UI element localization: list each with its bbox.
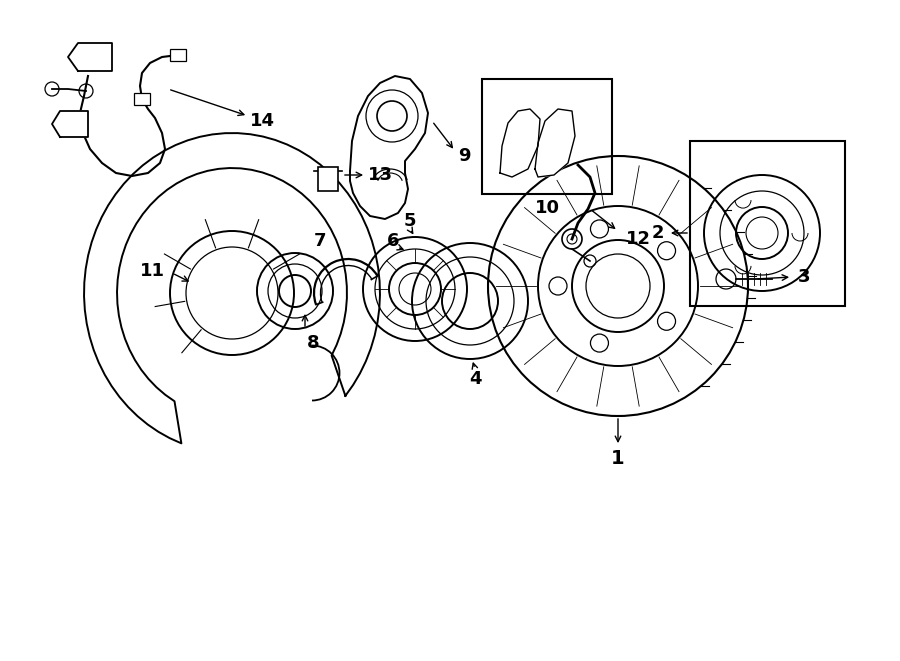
Polygon shape	[84, 133, 380, 444]
Bar	[690, 141, 845, 306]
Text: 11: 11	[140, 262, 165, 280]
Text: 8: 8	[307, 334, 320, 352]
Polygon shape	[500, 109, 540, 177]
Text: 6: 6	[387, 232, 400, 250]
Text: 9: 9	[458, 147, 470, 165]
Text: 1: 1	[611, 449, 625, 467]
Polygon shape	[68, 43, 112, 71]
Bar	[482, 79, 612, 194]
Text: 3: 3	[797, 268, 810, 286]
Polygon shape	[350, 76, 428, 219]
Text: 13: 13	[367, 166, 392, 184]
Text: 10: 10	[535, 199, 560, 217]
Text: 14: 14	[249, 112, 274, 130]
Bar	[170, 49, 186, 61]
Text: 5: 5	[404, 212, 416, 230]
Bar	[318, 167, 338, 191]
Polygon shape	[535, 109, 575, 177]
Bar	[134, 93, 150, 105]
Text: 7: 7	[314, 232, 326, 250]
Polygon shape	[52, 111, 88, 137]
Text: 2: 2	[652, 224, 664, 242]
Text: 4: 4	[469, 370, 482, 388]
Text: 12: 12	[626, 230, 651, 248]
